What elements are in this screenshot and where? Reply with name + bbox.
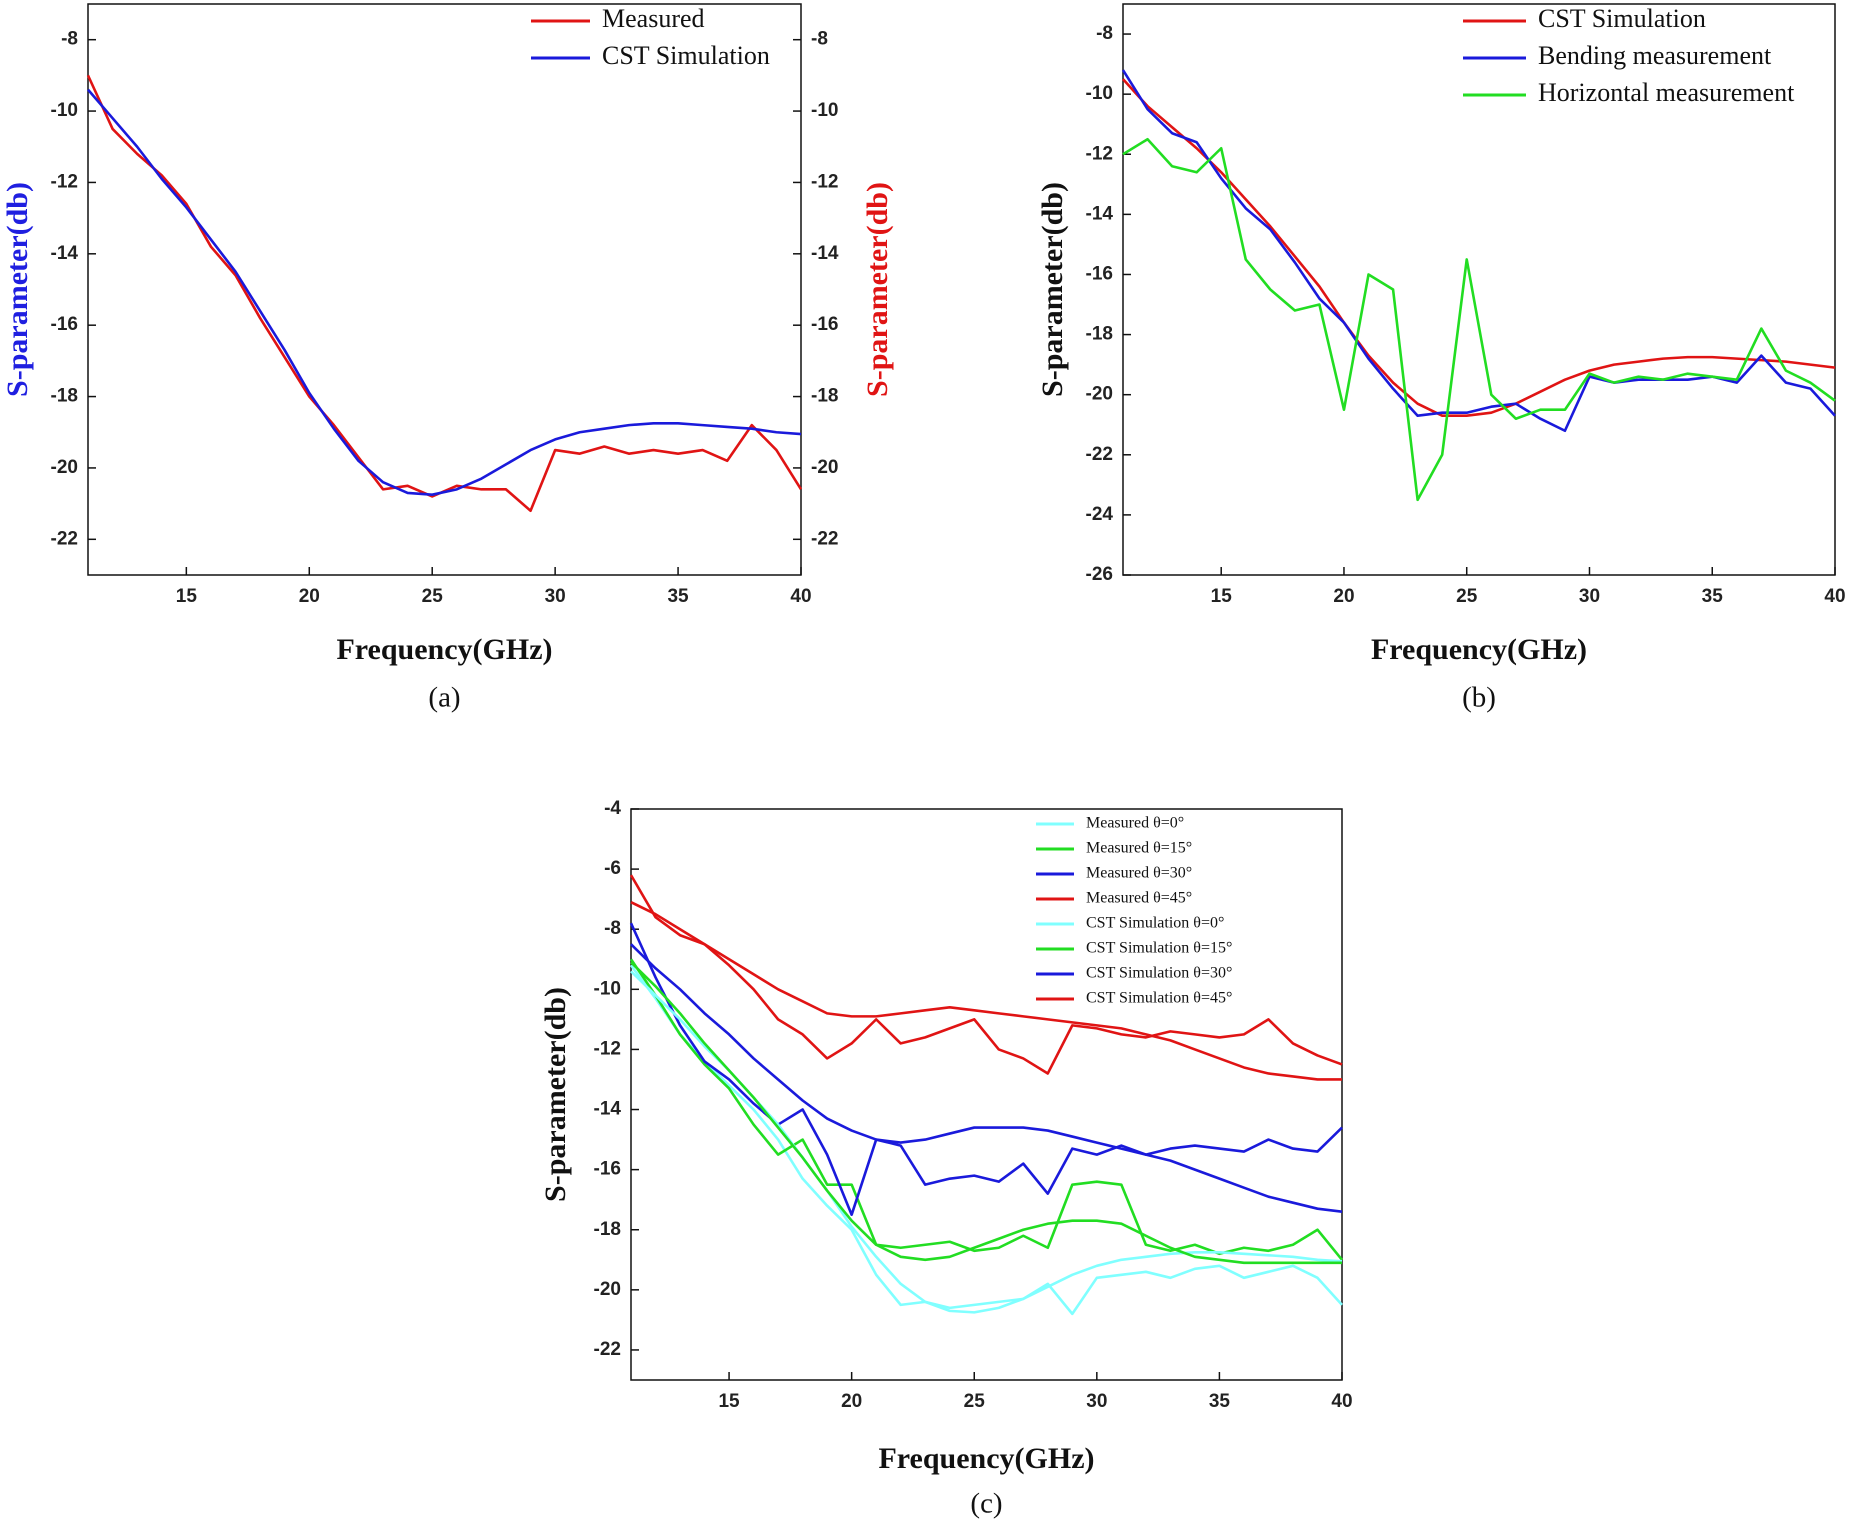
x-axis-label: Frequency(GHz) — [336, 633, 552, 666]
x-tick-label: 40 — [790, 586, 811, 607]
x-axis-label: Frequency(GHz) — [878, 1442, 1094, 1475]
caption: (a) — [428, 682, 460, 714]
y-axis-label: S-parameter(db) — [539, 987, 572, 1202]
x-tick-label: 15 — [176, 586, 198, 607]
series-line — [86, 74, 803, 513]
x-tick-label: 20 — [841, 1391, 862, 1412]
y-tick-label: -10 — [594, 978, 621, 999]
y2-axis-label: S-parameter(db) — [861, 182, 894, 397]
x-tick-label: 15 — [1211, 586, 1233, 607]
y-tick-label: -14 — [594, 1099, 622, 1120]
series-line — [630, 900, 1342, 1081]
x-tick-label: 30 — [1086, 1391, 1107, 1412]
y-tick-label: -14 — [1086, 203, 1114, 224]
y-tick-label: -22 — [594, 1339, 621, 1360]
y-tick-label: -10 — [1086, 83, 1113, 104]
y2-tick-label: -14 — [811, 243, 839, 264]
y-axis-label: S-parameter(db) — [1, 182, 34, 397]
plot-frame — [1122, 3, 1836, 576]
y-tick-label: -12 — [51, 171, 78, 192]
x-tick-label: 30 — [545, 586, 566, 607]
legend-label: Measured — [602, 4, 705, 33]
x-tick-label: 25 — [964, 1391, 986, 1412]
x-tick-label: 20 — [1333, 586, 1354, 607]
legend-label: CST Simulation θ=45° — [1086, 990, 1232, 1007]
y-tick-label: -24 — [1086, 504, 1114, 525]
y-tick-label: -20 — [51, 457, 78, 478]
series-line — [630, 961, 1342, 1265]
y-tick-label: -16 — [51, 314, 78, 335]
x-tick-label: 35 — [1702, 586, 1724, 607]
y-tick-label: -10 — [51, 100, 78, 121]
legend-label: Measured θ=45° — [1086, 890, 1192, 907]
x-tick-label: 25 — [1456, 586, 1478, 607]
y-tick-label: -16 — [1086, 263, 1113, 284]
legend-label: Measured θ=0° — [1086, 815, 1184, 832]
legend-label: CST Simulation θ=30° — [1086, 965, 1232, 982]
y2-tick-label: -8 — [811, 29, 828, 50]
y2-tick-label: -18 — [811, 386, 838, 407]
series-line — [630, 943, 1343, 1214]
legend-label: CST Simulation θ=0° — [1086, 915, 1224, 932]
y-tick-label: -18 — [594, 1219, 621, 1240]
series-line — [1122, 137, 1836, 502]
plot-frame — [630, 808, 1343, 1381]
legend-label: Bending measurement — [1538, 41, 1772, 70]
legend-label: Measured θ=15° — [1086, 840, 1192, 857]
series-line — [629, 922, 1343, 1217]
y-tick-label: -16 — [594, 1159, 621, 1180]
series-line — [1121, 69, 1836, 433]
x-tick-label: 15 — [718, 1391, 740, 1412]
y-tick-label: -22 — [51, 528, 78, 549]
x-tick-label: 35 — [1209, 1391, 1231, 1412]
y-axis-label: S-parameter(db) — [1036, 182, 1069, 397]
x-tick-label: 40 — [1824, 586, 1845, 607]
y-tick-label: -18 — [51, 386, 78, 407]
y2-tick-label: -10 — [811, 100, 838, 121]
y-tick-label: -8 — [1096, 23, 1113, 44]
x-tick-label: 30 — [1579, 586, 1600, 607]
y2-tick-label: -12 — [811, 171, 838, 192]
series-line — [629, 874, 1343, 1075]
x-tick-label: 25 — [422, 586, 444, 607]
legend-label: Horizontal measurement — [1538, 78, 1795, 107]
y-tick-label: -18 — [1086, 324, 1113, 345]
legend-label: CST Simulation — [602, 41, 770, 70]
caption: (b) — [1462, 682, 1496, 714]
y-tick-label: -14 — [51, 243, 79, 264]
y-tick-label: -20 — [1086, 384, 1113, 405]
y-tick-label: -4 — [604, 798, 621, 819]
series-line — [629, 958, 1344, 1261]
x-tick-label: 20 — [299, 586, 320, 607]
series-line — [1122, 78, 1836, 418]
y-tick-label: -22 — [1086, 444, 1113, 465]
plot-frame — [87, 3, 802, 576]
y-tick-label: -12 — [594, 1038, 621, 1059]
y-tick-label: -26 — [1086, 564, 1113, 585]
legend-label: CST Simulation θ=15° — [1086, 940, 1232, 957]
x-tick-label: 35 — [667, 586, 689, 607]
y-tick-label: -6 — [604, 858, 621, 879]
y2-tick-label: -22 — [811, 528, 838, 549]
series-line — [629, 964, 1343, 1316]
series-line — [87, 88, 802, 497]
y-tick-label: -12 — [1086, 143, 1113, 164]
caption: (c) — [970, 1488, 1002, 1520]
x-axis-label: Frequency(GHz) — [1371, 633, 1587, 666]
y-tick-label: -8 — [604, 918, 621, 939]
legend-label: CST Simulation — [1538, 4, 1706, 33]
y-tick-label: -20 — [594, 1279, 621, 1300]
y2-tick-label: -16 — [811, 314, 838, 335]
y-tick-label: -8 — [61, 29, 78, 50]
x-tick-label: 40 — [1331, 1391, 1352, 1412]
y2-tick-label: -20 — [811, 457, 838, 478]
legend-label: Measured θ=30° — [1086, 865, 1192, 882]
